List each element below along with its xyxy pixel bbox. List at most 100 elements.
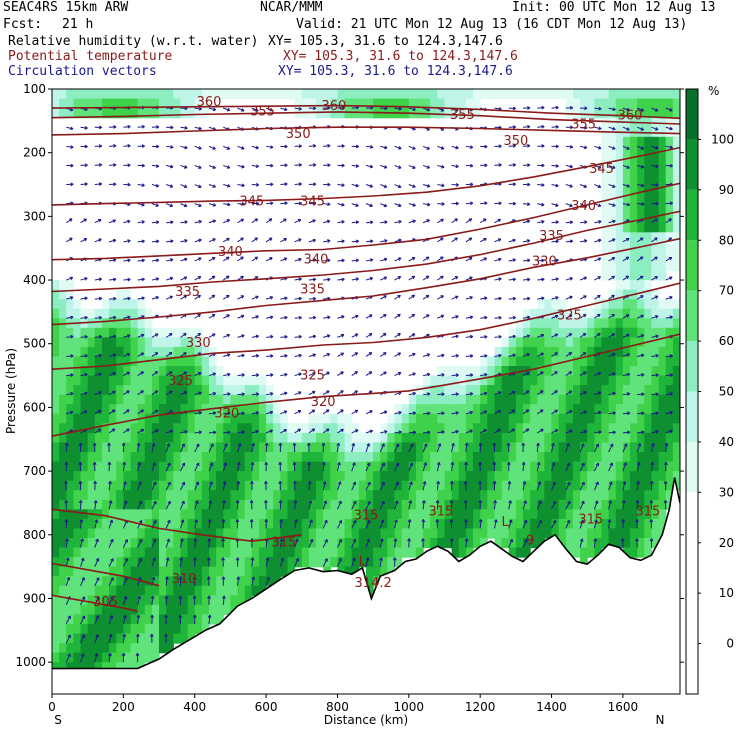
- wind-vector: [66, 392, 74, 396]
- wind-vector: [108, 500, 112, 510]
- rh-cell: [380, 538, 388, 549]
- rh-cell: [173, 557, 181, 568]
- rh-cell: [144, 366, 153, 377]
- rh-cell: [451, 471, 460, 482]
- rh-cell: [608, 337, 617, 348]
- rh-cell: [94, 547, 103, 558]
- wind-vector-head: [284, 144, 288, 149]
- wind-vector: [222, 500, 225, 510]
- rh-cell: [587, 366, 595, 377]
- rh-cell: [622, 471, 631, 482]
- rh-cell: [137, 423, 146, 434]
- rh-cell: [180, 576, 189, 587]
- rh-cell: [651, 452, 660, 463]
- rh-cell: [458, 442, 467, 453]
- rh-cell: [530, 327, 538, 338]
- wind-vector: [665, 202, 673, 205]
- rh-cell: [66, 633, 74, 644]
- rh-cell: [394, 471, 403, 482]
- wind-vector: [108, 428, 116, 434]
- rh-cell: [323, 557, 331, 568]
- rh-cell: [658, 366, 667, 377]
- rh-cell: [601, 538, 610, 549]
- rh-cell: [608, 108, 617, 119]
- wind-vector-head: [236, 576, 241, 580]
- rh-cell: [173, 337, 181, 348]
- rh-cell: [672, 203, 680, 214]
- wind-vector-head: [640, 237, 644, 241]
- wind-vector-head: [469, 429, 473, 434]
- rh-cell: [637, 375, 645, 386]
- rh-cell: [244, 499, 253, 510]
- rh-cell: [201, 538, 210, 549]
- rh-cell: [637, 499, 645, 510]
- wind-vector-head: [554, 371, 558, 375]
- wind-vector-head: [292, 480, 297, 485]
- wind-vector-head: [210, 443, 214, 447]
- rh-cell: [266, 89, 274, 100]
- wind-vector: [565, 203, 573, 207]
- rh-cell: [259, 528, 267, 539]
- rh-cell: [209, 538, 217, 549]
- rh-cell: [223, 576, 231, 587]
- rh-cell: [144, 442, 153, 453]
- rh-cell: [622, 299, 631, 310]
- rh-cell: [658, 499, 667, 510]
- rh-cell: [52, 442, 60, 453]
- wind-vector: [322, 353, 330, 357]
- wind-vector-head: [226, 237, 230, 242]
- wind-vector-head: [170, 239, 174, 244]
- rh-cell: [608, 308, 617, 319]
- rh-cell: [558, 394, 567, 405]
- wind-vector-head: [183, 184, 188, 189]
- wind-vector: [137, 371, 144, 376]
- wind-vector-head: [284, 201, 288, 206]
- rh-cell: [551, 442, 560, 453]
- wind-vector-head: [639, 275, 644, 280]
- rh-cell: [144, 108, 153, 119]
- wind-vector-head: [440, 314, 445, 319]
- wind-vector-head: [612, 391, 616, 396]
- wind-vector: [237, 107, 245, 112]
- wind-vector: [122, 500, 127, 510]
- rh-cell: [573, 375, 581, 386]
- wind-vector-head: [641, 183, 645, 188]
- rh-cell: [615, 375, 624, 386]
- rh-cell: [658, 375, 667, 386]
- rh-cell: [630, 222, 638, 233]
- rh-cell: [102, 461, 110, 472]
- wind-vector-head: [312, 334, 317, 339]
- rh-cell: [358, 461, 367, 472]
- wind-vector-head: [84, 296, 88, 301]
- rh-cell: [130, 375, 139, 386]
- wind-vector: [280, 410, 288, 415]
- wind-vector-head: [341, 258, 345, 263]
- rh-cell: [308, 509, 317, 520]
- rh-cell: [658, 394, 667, 405]
- wind-vector-head: [669, 315, 673, 320]
- rh-cell: [109, 442, 117, 453]
- wind-vector-head: [507, 461, 511, 466]
- wind-vector: [365, 203, 373, 207]
- rh-cell: [665, 165, 674, 176]
- rh-cell: [630, 452, 638, 463]
- rh-cell: [644, 461, 652, 472]
- wind-vector-head: [240, 314, 245, 319]
- wind-vector: [322, 500, 327, 510]
- rh-cell: [187, 499, 196, 510]
- rh-cell: [230, 518, 239, 530]
- wind-vector-head: [555, 239, 559, 244]
- wind-vector-head: [478, 461, 482, 466]
- wind-vector-head: [141, 163, 145, 168]
- rh-cell: [116, 89, 124, 100]
- wind-vector: [636, 237, 644, 243]
- colorbar-tick-label: 70: [719, 284, 734, 298]
- wind-vector-head: [192, 614, 197, 618]
- wind-vector: [294, 354, 302, 357]
- rh-cell: [658, 318, 667, 329]
- wind-vector: [180, 462, 185, 472]
- rh-cell: [301, 461, 310, 472]
- wind-vector: [308, 239, 316, 243]
- rh-cell: [151, 652, 160, 663]
- rh-cell: [558, 490, 567, 501]
